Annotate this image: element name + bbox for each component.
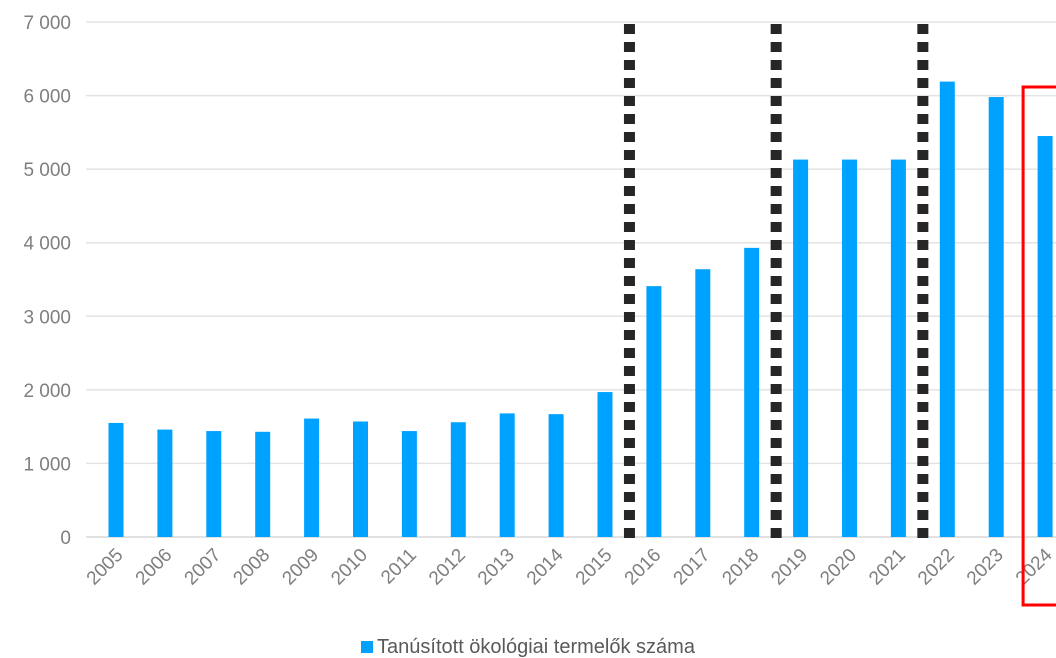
x-tick-label: 2024 — [1012, 544, 1056, 589]
bar-2010 — [353, 421, 368, 537]
x-tick-label: 2005 — [83, 545, 128, 590]
gridlines — [86, 21, 1056, 538]
bar-2018 — [744, 247, 760, 537]
bar-2013 — [499, 413, 515, 537]
highlight-box — [1021, 85, 1056, 607]
y-tick-label: 0 — [60, 528, 71, 549]
x-tick-label: 2014 — [523, 544, 568, 589]
x-tick-label: 2008 — [229, 545, 274, 590]
highlight-box-group — [1021, 85, 1056, 607]
bar-2012 — [450, 422, 466, 537]
bar-2008 — [255, 431, 271, 537]
x-tick-label: 2009 — [278, 545, 323, 590]
x-tick-label: 2017 — [670, 545, 715, 590]
x-tick-label: 2010 — [327, 545, 372, 590]
x-tick-label: 2006 — [132, 545, 177, 590]
x-tick-label: 2018 — [718, 545, 763, 590]
y-tick-label: 7 000 — [23, 13, 71, 34]
y-tick-label: 2 000 — [23, 381, 71, 402]
bar-2009 — [304, 418, 320, 537]
bars — [108, 81, 1053, 538]
y-tick-label: 3 000 — [23, 307, 71, 328]
bar-2014 — [548, 414, 564, 537]
legend-label: Tanúsított ökológiai termelők száma — [377, 636, 695, 658]
x-tick-label: 2011 — [377, 545, 421, 589]
y-tick-label: 4 000 — [23, 234, 71, 255]
x-tick-label: 2015 — [572, 545, 617, 590]
x-tick-label: 2012 — [425, 545, 470, 590]
y-tick-label: 6 000 — [23, 87, 71, 108]
bar-2005 — [108, 422, 124, 537]
bar-2022 — [939, 81, 955, 537]
bar-2019 — [793, 159, 809, 538]
bar-2007 — [206, 431, 222, 537]
x-tick-label: 2022 — [914, 545, 959, 590]
x-tick-label: 2007 — [181, 545, 226, 590]
bar-2020 — [842, 159, 857, 538]
bar-2011 — [401, 431, 417, 537]
period-separators — [623, 24, 929, 546]
x-tick-label: 2013 — [474, 545, 519, 590]
bar-2017 — [695, 269, 711, 537]
bar-2016 — [646, 286, 662, 537]
x-axis: 2005 2006 2007 2008 2009 2010 2011 2012 2013 2014… — [83, 544, 1056, 589]
y-axis: 0 1 000 2 000 3 000 4 000 5 000 6 000 7 000 — [23, 13, 71, 549]
x-tick-label: 2023 — [963, 545, 1008, 590]
x-tick-label: 2021 — [865, 545, 910, 590]
y-tick-label: 5 000 — [23, 160, 71, 181]
x-tick-label: 2019 — [767, 545, 812, 590]
bar-2006 — [157, 429, 173, 537]
legend-swatch — [361, 641, 374, 653]
bar-2023 — [988, 97, 1004, 538]
x-tick-label: 2016 — [621, 545, 666, 590]
y-tick-label: 1 000 — [23, 454, 71, 475]
bar-2015 — [597, 392, 613, 537]
bar-2024 — [1037, 136, 1053, 538]
bar-2021 — [890, 159, 906, 538]
legend: Tanúsított ökológiai termelők száma — [0, 636, 1056, 658]
x-tick-label: 2020 — [816, 545, 861, 590]
